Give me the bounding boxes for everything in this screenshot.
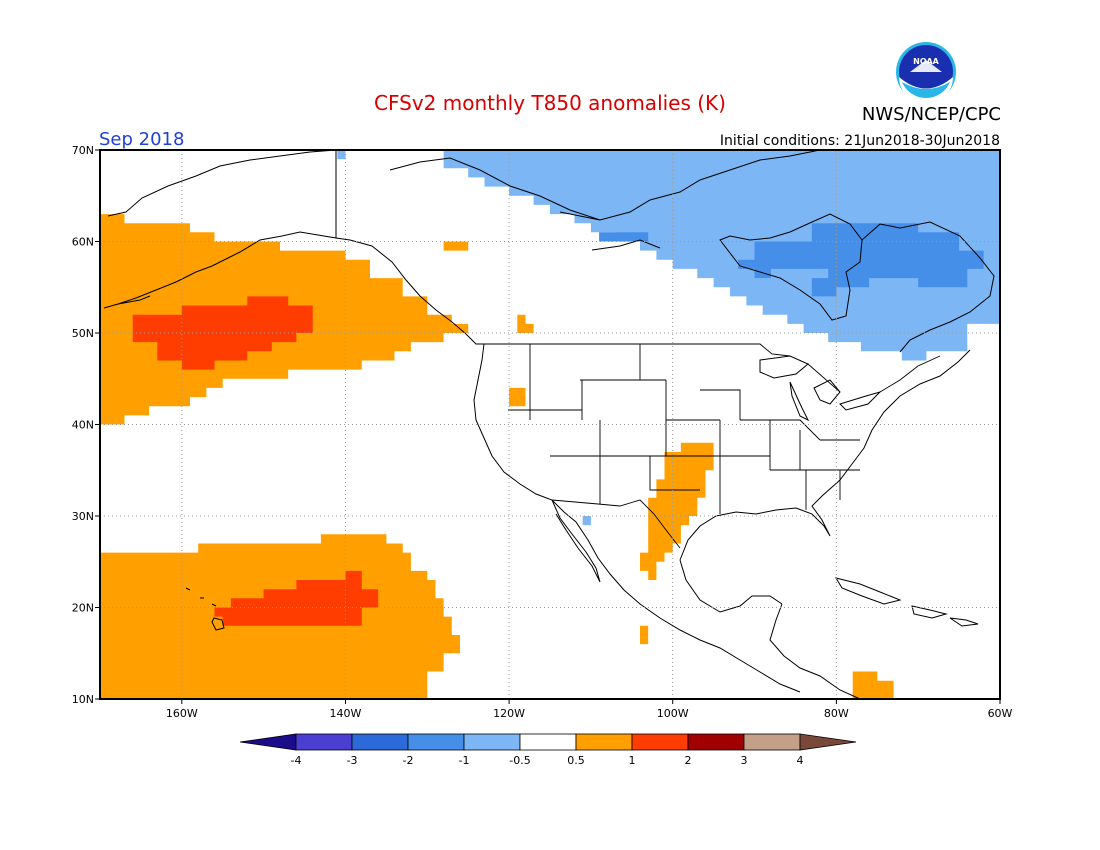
colorbar-label: 4 [797,754,804,767]
colorbar-box [463,733,521,751]
colorbar-box [351,733,409,751]
anomaly-region-subtropical-pacific-strong [214,570,379,626]
anomaly-region-canada-cool [443,150,1000,361]
colorbar-box [631,733,689,751]
us-canada-border [484,343,941,393]
colorbar-box [295,733,353,751]
baja-coastline [551,499,601,583]
lon-tick-label: 140W [330,707,362,720]
lat-tick-label: 70N [72,144,94,157]
noaa-logo-text: NOAA [913,57,939,66]
anomaly-region-caribbean-spot [852,671,894,699]
colorbar-label: -4 [291,754,302,767]
anomaly-region-arctic-cool-spot [337,150,346,160]
quebec-labrador-coastline [861,221,995,353]
anomaly-region-gulf-of-alaska-spot [443,241,469,251]
hudson-bay-coastline [719,213,863,321]
anomaly-region-mexico-cool-spot [582,516,591,526]
colorbar-box [519,733,577,751]
anomaly-layer [100,150,1000,699]
gulf-coastline [679,349,971,613]
initial-conditions-label: Initial conditions: 21Jun2018-30Jun2018 [720,133,1000,149]
state-lines [508,344,860,514]
lat-tick-label: 30N [72,510,94,523]
lat-tick-label: 50N [72,327,94,340]
colorbar-label: 3 [741,754,748,767]
us-west-coastline [473,343,801,693]
us-mexico-border [551,499,681,549]
colorbar-high-arrow [799,733,857,751]
colorbar-low-arrow [239,733,297,751]
colorbar: -4 -3 -2 -1 -0.5 0.5 1 2 3 4 [239,733,857,767]
lat-tick-label: 60N [72,236,94,249]
valid-month-label: Sep 2018 [99,129,184,150]
colorbar-label: 0.5 [567,754,585,767]
political-borders [484,343,941,549]
colorbar-label: -1 [459,754,470,767]
anomaly-region-north-pacific-strong [132,296,313,370]
lon-tick-label: 60W [988,707,1013,720]
anomaly-region-hudson-bay-cool [738,223,984,297]
colorbar-label: 2 [685,754,692,767]
anomaly-region-bc-spot [517,314,534,333]
great-lakes [759,355,882,422]
lon-tick-label: 80W [824,707,849,720]
colorbar-label: -0.5 [509,754,530,767]
colorbar-label: -2 [403,754,414,767]
colorbar-box [407,733,465,751]
central-america-coastline [769,603,861,699]
anomaly-region-idaho-spot [509,387,526,407]
agency-label: NWS/NCEP/CPC [862,104,1001,125]
colorbar-label: -3 [347,754,358,767]
anomaly-region-yukon-cool-spot [599,232,649,242]
coastlines [103,150,995,699]
colorbar-box [575,733,633,751]
canada-arctic-coastline [335,150,821,345]
lon-tick-label: 160W [166,707,198,720]
lat-tick-label: 40N [72,419,94,432]
colorbar-label: 1 [629,754,636,767]
lat-tick-label: 20N [72,602,94,615]
lat-tick-label: 10N [72,693,94,706]
map-title: CFSv2 monthly T850 anomalies (K) [374,91,726,115]
noaa-logo: NOAA [896,42,956,104]
caribbean-islands [834,577,979,627]
colorbar-box [743,733,801,751]
lon-tick-label: 120W [493,707,525,720]
lon-tick-label: 100W [657,707,689,720]
hawaii-islands [185,587,225,631]
axis-layer: 10N 20N 30N 40N 50N 60N 70N 160W 140W 120W 100W 80W… [72,144,1013,720]
colorbar-box [687,733,745,751]
alaska-coastline [103,150,337,309]
